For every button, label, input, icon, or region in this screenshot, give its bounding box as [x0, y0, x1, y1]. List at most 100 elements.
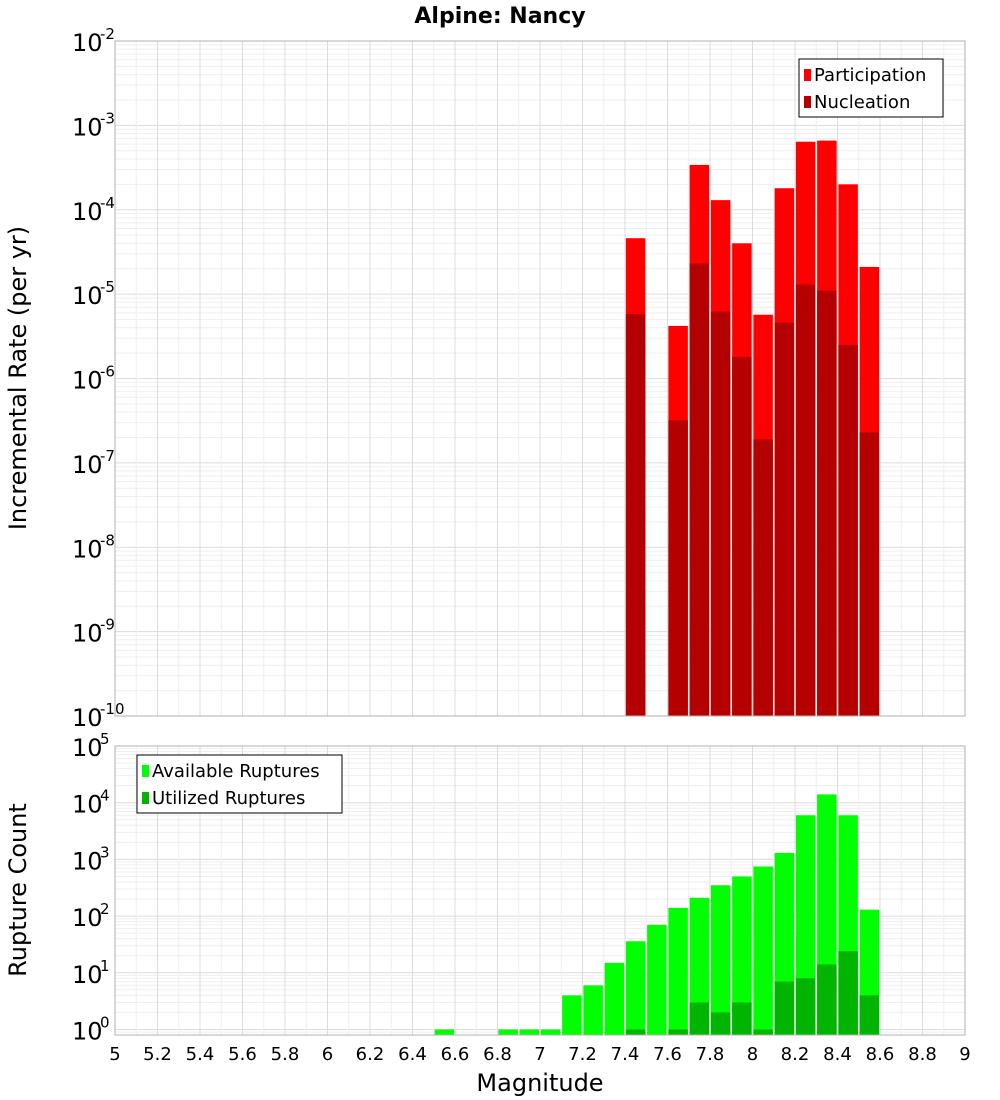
bar-utilized-ruptures-8.25 [795, 978, 816, 1035]
y-tick-label: 10 [72, 791, 103, 819]
bar-available-ruptures-6.55 [434, 1029, 455, 1035]
bar-nucleation-7.65 [668, 420, 688, 716]
bar-available-ruptures-7.85 [710, 885, 731, 1035]
bar-nucleation-7.85 [710, 311, 731, 716]
legend-label: Participation [814, 65, 926, 86]
legend-label: Available Ruptures [152, 761, 320, 782]
plot-frame [114, 40, 966, 717]
x-tick-label: 8.2 [781, 1044, 810, 1065]
bar-available-ruptures-7.35 [604, 962, 625, 1035]
x-tick-label: 5.8 [271, 1044, 300, 1065]
y-tick-label: 10 [72, 904, 103, 932]
y-tick-exponent: 4 [100, 787, 110, 805]
bar-nucleation-8.15 [774, 322, 795, 716]
y-tick-exponent: 1 [100, 957, 110, 975]
x-tick-label: 6.6 [441, 1044, 470, 1065]
legend-label: Utilized Ruptures [152, 788, 305, 809]
x-tick-label: 9 [959, 1044, 970, 1065]
x-tick-label: 8 [747, 1044, 758, 1065]
x-tick-label: 7.6 [653, 1044, 682, 1065]
bar-available-ruptures-7.75 [689, 897, 710, 1035]
x-tick-label: 7 [534, 1044, 545, 1065]
x-tick-label: 5 [109, 1044, 120, 1065]
bar-nucleation-7.95 [732, 356, 752, 716]
x-tick-label: 5.6 [228, 1044, 257, 1065]
y-tick-exponent: -6 [100, 363, 115, 381]
y-tick-exponent: -9 [100, 616, 115, 634]
bar-available-ruptures-7.25 [583, 985, 603, 1035]
y-axis-label: Rupture Count [4, 803, 32, 977]
legend-swatch [142, 792, 149, 804]
legend: Participation Nucleation [798, 58, 944, 118]
bar-utilized-ruptures-8.05 [753, 1029, 773, 1035]
y-tick-label: 10 [72, 847, 103, 875]
y-tick-exponent: -7 [100, 447, 115, 465]
x-tick-label: 8.6 [866, 1044, 895, 1065]
x-tick-label: 6 [322, 1044, 333, 1065]
bar-utilized-ruptures-7.85 [710, 1012, 731, 1035]
y-tick-label: 10 [72, 1018, 103, 1046]
x-tick-label: 6.8 [483, 1044, 512, 1065]
legend-label: Nucleation [814, 92, 910, 113]
bar-nucleation-8.45 [838, 344, 858, 716]
bar-nucleation-8.35 [817, 290, 837, 716]
y-tick-label: 10 [72, 620, 103, 648]
chart-title: Alpine: Nancy [414, 4, 585, 29]
bar-utilized-ruptures-7.65 [668, 1029, 688, 1035]
bar-nucleation-8.55 [859, 432, 880, 716]
legend-swatch [142, 765, 149, 777]
bar-available-ruptures-7.05 [540, 1029, 561, 1035]
y-tick-exponent: -4 [100, 194, 115, 212]
bar-nucleation-8.05 [753, 439, 773, 716]
bar-utilized-ruptures-7.45 [625, 1029, 646, 1035]
x-tick-label: 6.2 [356, 1044, 385, 1065]
y-tick-exponent: 5 [100, 730, 110, 748]
y-tick-label: 10 [72, 734, 103, 762]
y-tick-label: 10 [72, 704, 103, 732]
x-tick-label: 7.4 [611, 1044, 640, 1065]
x-axis-label: Magnitude [476, 1069, 603, 1097]
x-tick-label: 8.8 [908, 1044, 937, 1065]
y-tick-exponent: -10 [100, 700, 125, 718]
x-tick-label: 5.4 [186, 1044, 215, 1065]
bar-utilized-ruptures-8.45 [838, 951, 858, 1035]
bar-utilized-ruptures-7.95 [732, 1002, 752, 1035]
bar-utilized-ruptures-8.35 [817, 964, 837, 1035]
y-tick-exponent: -5 [100, 278, 115, 296]
bar-nucleation-7.45 [625, 314, 646, 716]
y-tick-label: 10 [72, 198, 103, 226]
y-tick-exponent: 3 [100, 843, 110, 861]
y-tick-label: 10 [72, 29, 103, 57]
bar-available-ruptures-7.95 [732, 876, 752, 1035]
panel-rates: 10-1010-910-810-710-610-510-410-310-2Inc… [4, 25, 966, 732]
legend: Available Ruptures Utilized Ruptures [136, 754, 343, 814]
bar-utilized-ruptures-8.15 [774, 981, 795, 1035]
bar-available-ruptures-7.45 [625, 941, 646, 1035]
bar-utilized-ruptures-8.55 [859, 995, 880, 1035]
x-tick-label: 8.4 [823, 1044, 852, 1065]
legend-swatch [804, 96, 811, 108]
y-tick-label: 10 [72, 535, 103, 563]
y-tick-label: 10 [72, 367, 103, 395]
legend-swatch [804, 69, 811, 81]
x-tick-label: 7.8 [696, 1044, 725, 1065]
y-tick-exponent: -3 [100, 109, 115, 127]
legend-box [798, 58, 944, 118]
y-tick-label: 10 [72, 451, 103, 479]
plot-frame [114, 745, 966, 1036]
bar-available-ruptures-8.05 [753, 866, 773, 1035]
y-tick-label: 10 [72, 113, 103, 141]
bar-nucleation-7.75 [689, 263, 710, 716]
bar-available-ruptures-7.15 [562, 995, 582, 1035]
x-tick-label: 5.2 [143, 1044, 172, 1065]
legend-box [136, 754, 343, 814]
bar-available-ruptures-7.55 [647, 924, 667, 1035]
bar-available-ruptures-6.95 [519, 1029, 540, 1035]
x-tick-label: 6.4 [398, 1044, 427, 1065]
bar-available-ruptures-6.85 [498, 1029, 518, 1035]
bar-nucleation-8.25 [795, 284, 816, 716]
y-axis-label: Incremental Rate (per yr) [4, 226, 32, 530]
y-tick-label: 10 [72, 961, 103, 989]
